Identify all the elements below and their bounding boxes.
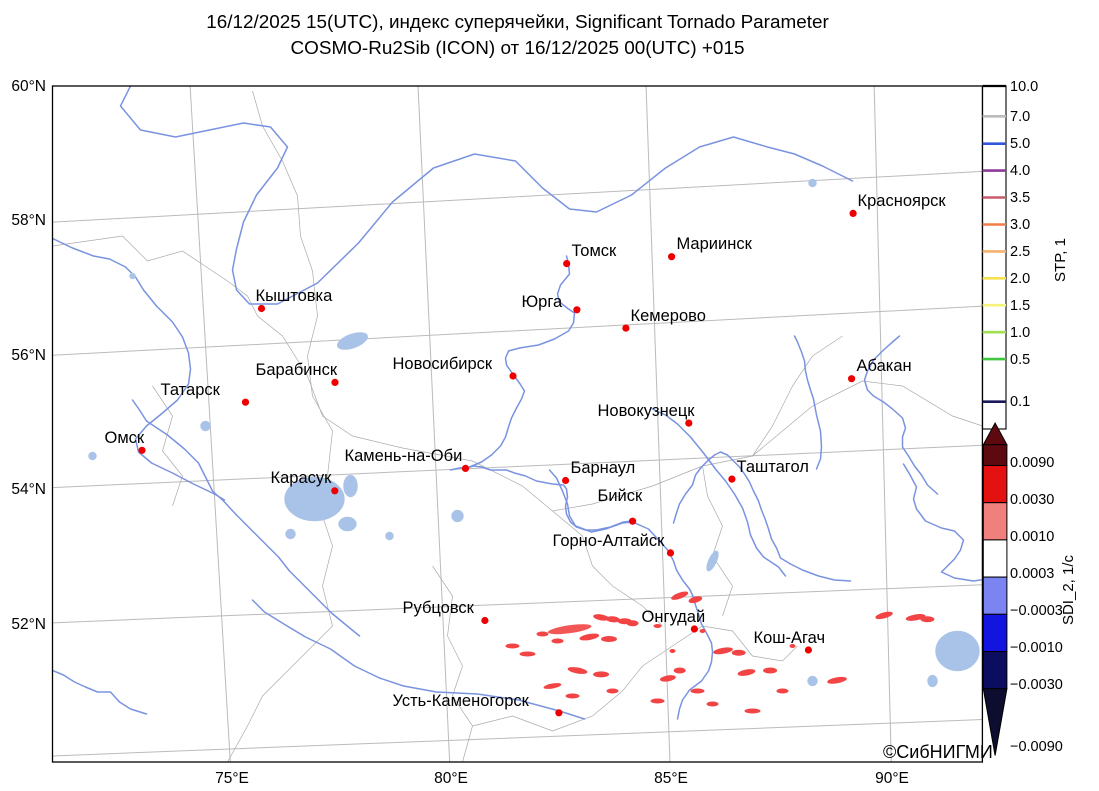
svg-text:56°N: 56°N [11, 347, 46, 364]
svg-text:Кемерово: Кемерово [631, 307, 706, 325]
svg-text:1.0: 1.0 [1010, 325, 1030, 341]
svg-text:85°E: 85°E [654, 770, 688, 787]
svg-text:60°N: 60°N [11, 78, 46, 95]
svg-text:0.0030: 0.0030 [1010, 492, 1054, 508]
svg-text:58°N: 58°N [11, 212, 46, 229]
svg-text:75°E: 75°E [215, 770, 249, 787]
svg-text:Абакан: Абакан [857, 357, 912, 375]
svg-text:Бийск: Бийск [598, 487, 644, 505]
svg-text:Камень-на-Оби: Камень-на-Оби [345, 447, 463, 465]
svg-text:STP, 1: STP, 1 [1052, 238, 1069, 282]
svg-text:−0.0010: −0.0010 [1010, 640, 1063, 656]
svg-text:0.0010: 0.0010 [1010, 529, 1054, 545]
svg-text:Новокузнецк: Новокузнецк [598, 402, 696, 420]
svg-text:52°N: 52°N [11, 616, 46, 633]
svg-text:80°E: 80°E [434, 770, 468, 787]
svg-text:Красноярск: Красноярск [858, 192, 947, 210]
svg-text:Новосибирск: Новосибирск [393, 355, 493, 373]
svg-text:Рубцовск: Рубцовск [403, 599, 475, 617]
svg-text:0.0090: 0.0090 [1010, 455, 1054, 471]
svg-text:SDI_2, 1/c: SDI_2, 1/c [1060, 554, 1077, 625]
svg-text:3.5: 3.5 [1010, 190, 1030, 206]
svg-text:−0.0030: −0.0030 [1010, 677, 1063, 693]
svg-text:54°N: 54°N [11, 481, 46, 498]
svg-text:4.0: 4.0 [1010, 163, 1030, 179]
svg-text:−0.0090: −0.0090 [1010, 739, 1063, 755]
svg-text:0.1: 0.1 [1010, 394, 1030, 410]
svg-text:Омск: Омск [105, 429, 145, 447]
svg-text:Горно-Алтайск: Горно-Алтайск [553, 532, 666, 550]
svg-text:90°E: 90°E [875, 770, 909, 787]
svg-text:10.0: 10.0 [1010, 79, 1038, 95]
svg-text:Барнаул: Барнаул [571, 459, 636, 477]
svg-text:Татарск: Татарск [161, 381, 221, 399]
svg-text:3.0: 3.0 [1010, 217, 1030, 233]
svg-text:Кош-Агач: Кош-Агач [754, 629, 826, 647]
svg-text:2.5: 2.5 [1010, 244, 1030, 260]
svg-text:Юрга: Юрга [522, 293, 564, 311]
svg-text:Барабинск: Барабинск [256, 361, 338, 379]
svg-text:Мариинск: Мариинск [677, 235, 753, 253]
svg-text:1.5: 1.5 [1010, 298, 1030, 314]
svg-text:Таштагол: Таштагол [737, 458, 809, 476]
svg-text:7.0: 7.0 [1010, 109, 1030, 125]
svg-text:Онгудай: Онгудай [642, 608, 706, 626]
svg-text:−0.0003: −0.0003 [1010, 603, 1063, 619]
svg-text:0.5: 0.5 [1010, 352, 1030, 368]
svg-text:Карасук: Карасук [271, 469, 333, 487]
svg-text:2.0: 2.0 [1010, 271, 1030, 287]
svg-text:0.0003: 0.0003 [1010, 566, 1054, 582]
svg-text:Усть-Каменогорск: Усть-Каменогорск [393, 692, 530, 710]
svg-text:©СибНИГМИ: ©СибНИГМИ [883, 742, 993, 762]
svg-text:Томск: Томск [572, 242, 618, 260]
svg-text:5.0: 5.0 [1010, 136, 1030, 152]
svg-text:Кыштовка: Кыштовка [256, 287, 334, 305]
